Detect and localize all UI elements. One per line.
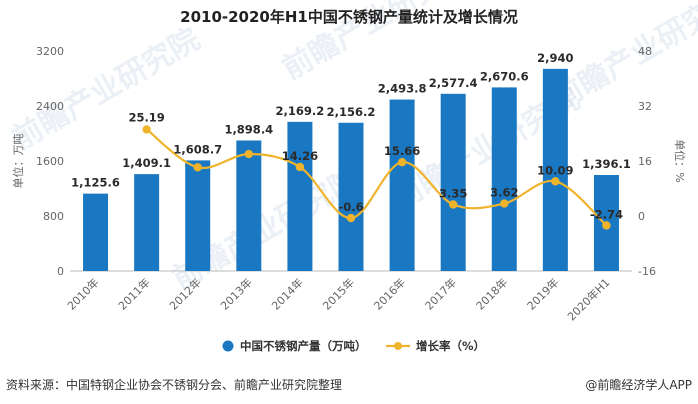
y-axis-label-right: 单位：%: [673, 139, 687, 182]
rate-value-label: -0.6: [338, 200, 363, 214]
bar: [440, 93, 466, 272]
y-tick-label-left: 3200: [36, 45, 64, 58]
x-tick-label: 2017年: [422, 275, 459, 312]
x-tick-label: 2018年: [473, 275, 510, 312]
y-tick-label-left: 800: [43, 210, 64, 223]
bar: [185, 160, 211, 271]
source-note: 资料来源：中国特钢企业协会不锈钢分会、前瞻产业研究院整理: [6, 377, 342, 392]
x-tick-label: 2015年: [320, 275, 357, 312]
growth-point: [142, 125, 151, 134]
x-tick-label: 2014年: [269, 275, 306, 312]
bar: [236, 140, 262, 271]
bar-value-label: 2,940: [537, 51, 573, 65]
bar-value-label: 2,670.6: [480, 69, 529, 83]
legend: 中国不锈钢产量（万吨） 增长率（%）: [222, 339, 485, 353]
y-axis-label-left: 单位：万吨: [11, 134, 25, 189]
data-labels: 1,125.61,409.11,608.71,898.42,169.2 2,156…: [71, 51, 631, 222]
rate-value-label: 3.62: [490, 186, 518, 200]
y-tick-label-left: 1600: [36, 155, 64, 168]
legend-line-marker: [394, 342, 402, 350]
rate-value-label: 10.09: [537, 163, 573, 177]
y-tick-label-right: 0: [638, 210, 645, 223]
rate-value-label: 15.66: [384, 144, 420, 158]
y-tick-label-left: 0: [57, 265, 64, 278]
growth-point: [193, 163, 202, 172]
x-tick-label: 2019年: [524, 275, 561, 312]
growth-point: [244, 149, 254, 159]
x-tick-label: 2011年: [115, 275, 152, 312]
x-tick-label: 2013年: [217, 275, 254, 312]
bar: [491, 87, 517, 272]
y-tick-label-left: 2400: [36, 100, 64, 113]
bar: [134, 174, 160, 271]
rate-value-label: 3.35: [439, 186, 467, 200]
growth-point: [295, 162, 305, 172]
bar: [287, 121, 313, 272]
y-tick-label-right: 32: [638, 100, 652, 113]
rate-value-label: 14.26: [282, 149, 318, 163]
x-tick-label: 2020年H1: [564, 275, 612, 323]
chart-title: 2010-2020年H1中国不锈钢产量统计及增长情况: [180, 8, 518, 26]
bar-value-label: 2,577.4: [429, 76, 478, 90]
x-tick-label: 2016年: [371, 275, 408, 312]
rate-value-label: -2.74: [590, 207, 623, 221]
bar: [83, 193, 109, 271]
y-tick-label-right: -16: [638, 265, 656, 278]
rate-value-label: 25.19: [128, 110, 164, 124]
growth-point: [448, 200, 458, 209]
bar-value-label: 1,396.1: [582, 157, 631, 171]
growth-point: [602, 221, 611, 230]
bar: [542, 68, 568, 271]
brand-credit: @前瞻经济学人APP: [585, 377, 692, 392]
growth-point: [551, 177, 560, 186]
growth-point: [397, 157, 407, 167]
bar-series: [83, 68, 619, 272]
bar-value-label: 2,156.2: [327, 105, 376, 119]
bar-value-label: 1,125.6: [71, 176, 120, 190]
legend-line-label: 增长率（%）: [416, 339, 485, 353]
y-tick-label-right: 16: [638, 155, 652, 168]
line-series: [142, 125, 611, 230]
legend-bar-swatch: [222, 340, 234, 352]
legend-bar-label: 中国不锈钢产量（万吨）: [240, 339, 367, 353]
growth-line: [145, 128, 608, 227]
bar: [389, 99, 415, 272]
bar-value-label: 1,608.7: [173, 142, 222, 156]
bar-value-label: 2,169.2: [276, 104, 325, 118]
growth-point: [346, 213, 356, 223]
watermark-text-0: 前瞻产业研究院: [7, 22, 206, 157]
bar: [338, 122, 364, 271]
bar-value-label: 1,898.4: [224, 122, 273, 136]
bar-value-label: 1,409.1: [122, 156, 171, 170]
y-tick-label-right: 48: [638, 45, 652, 58]
bar-value-label: 2,493.8: [378, 82, 427, 96]
growth-point: [500, 199, 509, 208]
x-tick-label: 2010年: [64, 275, 101, 312]
